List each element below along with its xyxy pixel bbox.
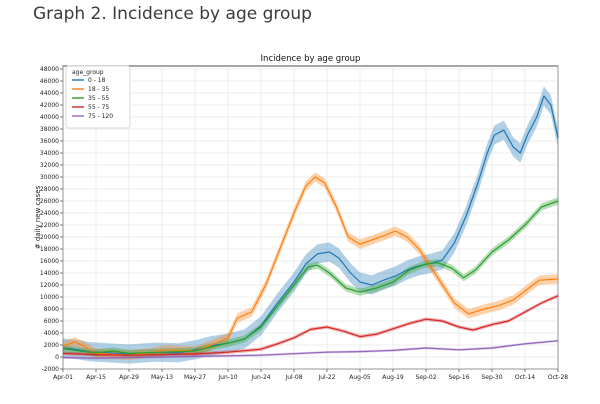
x-tick-label: Jun-10: [217, 374, 237, 381]
y-tick-label: 34000: [40, 150, 59, 157]
x-tick-label: Jul-22: [317, 374, 335, 381]
y-tick-label: 30000: [40, 174, 59, 181]
y-tick-label: 32000: [40, 162, 59, 169]
y-tick-label: 12000: [40, 282, 59, 289]
y-tick-label: 46000: [40, 78, 59, 85]
series-line-2: [62, 200, 559, 354]
y-tick-label: 48000: [40, 66, 59, 73]
x-tick-label: Jul-08: [284, 374, 302, 381]
chart-title: Incidence by age group: [261, 54, 361, 64]
series-line-3: [62, 295, 559, 356]
series-line-4: [62, 340, 559, 359]
y-tick-label: 18000: [40, 246, 59, 253]
legend-label-4: 75 - 120: [88, 113, 113, 120]
x-tick-label: Apr-01: [53, 374, 73, 381]
page-heading: Graph 2. Incidence by age group: [33, 4, 312, 24]
series-line-1: [62, 176, 559, 356]
series-band-2: [63, 197, 558, 357]
grid-layer: [62, 66, 559, 370]
y-tick-label: 10000: [40, 294, 59, 301]
y-tick-label: 16000: [40, 258, 59, 265]
x-tick-label: Aug-05: [349, 374, 371, 381]
x-tick-label: Oct-28: [548, 374, 568, 381]
y-tick-label: 24000: [40, 210, 59, 217]
y-tick-label: 40000: [40, 114, 59, 121]
y-tick-label: 38000: [40, 126, 59, 133]
tick-layer: -2000 0 2000 4000 6000 8000 10000 12000 14000 160…: [40, 66, 568, 381]
y-tick-label: 2000: [44, 342, 59, 349]
legend-label-1: 18 - 35: [88, 86, 109, 93]
x-tick-label: Aug-19: [382, 374, 404, 381]
line-layer: [62, 95, 559, 359]
y-tick-label: 20000: [40, 234, 59, 241]
x-tick-label: Apr-15: [86, 374, 106, 381]
legend-box: [65, 65, 131, 129]
legend-label-2: 35 - 55: [88, 95, 109, 102]
plot-frame: [62, 65, 559, 370]
y-tick-label: 36000: [40, 138, 59, 145]
x-tick-label: Apr-29: [119, 374, 139, 381]
y-tick-label: 0: [55, 354, 59, 361]
y-tick-label: 4000: [44, 330, 59, 337]
x-tick-label: Jun-24: [250, 374, 270, 381]
y-tick-label: 28000: [40, 186, 59, 193]
x-tick-label: May-13: [151, 374, 173, 381]
y-tick-label: 26000: [40, 198, 59, 205]
y-tick-label: 22000: [40, 222, 59, 229]
chart-legend: age_group 0 - 18 18 - 35 35 - 55 55 - 75 75 …: [65, 65, 131, 129]
x-tick-label: Sep-30: [481, 374, 502, 381]
y-tick-label: 42000: [40, 102, 59, 109]
y-tick-label: 6000: [44, 318, 59, 325]
legend-items: 0 - 18 18 - 35 35 - 55 55 - 75 75 - 120: [72, 77, 113, 120]
legend-label-0: 0 - 18: [88, 77, 106, 84]
legend-title: age_group: [72, 69, 104, 76]
y-tick-label: 14000: [40, 270, 59, 277]
x-tick-label: Sep-02: [415, 374, 436, 381]
y-tick-label: 44000: [40, 90, 59, 97]
series-band-0: [63, 86, 558, 364]
legend-label-3: 55 - 75: [88, 104, 109, 111]
y-axis-title: # daily new cases: [34, 185, 42, 249]
y-tick-label: -2000: [42, 366, 60, 373]
y-tick-label: 8000: [44, 306, 59, 313]
x-tick-label: May-27: [184, 374, 206, 381]
x-tick-label: Oct-14: [515, 374, 535, 381]
x-tick-label: Sep-16: [448, 374, 469, 381]
series-band-3: [63, 294, 558, 357]
